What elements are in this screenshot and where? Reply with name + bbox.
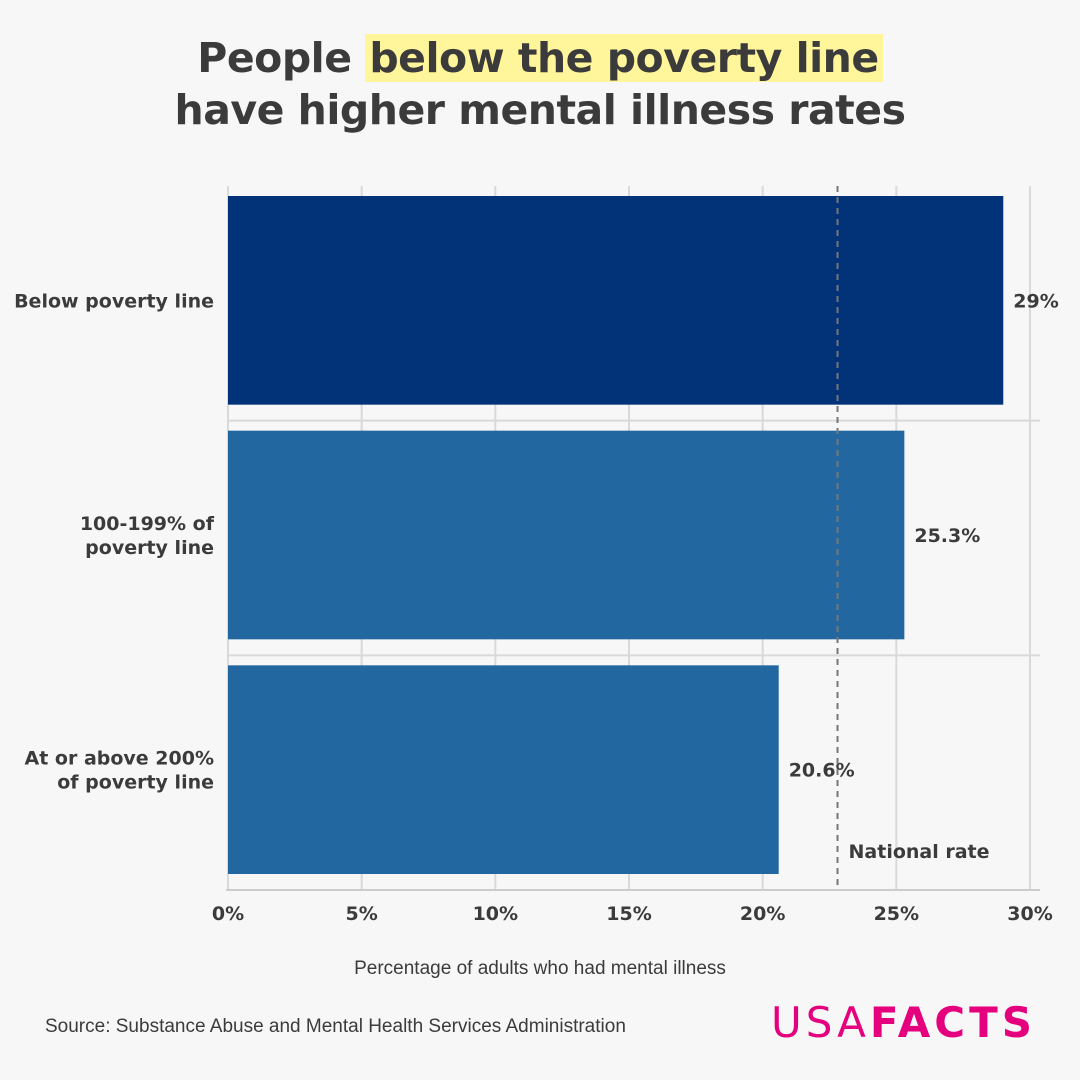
logo-usa: USA xyxy=(770,998,870,1047)
bar xyxy=(228,430,905,640)
bar xyxy=(228,665,779,874)
title-highlight: below the poverty line xyxy=(365,34,883,82)
bar-value-label: 29% xyxy=(1013,290,1058,312)
x-tick-label: 10% xyxy=(473,903,518,925)
x-tick-label: 20% xyxy=(740,903,785,925)
x-axis-title: Percentage of adults who had mental illn… xyxy=(354,958,726,979)
category-label: Below poverty line xyxy=(14,290,214,312)
title-prefix: People xyxy=(197,34,366,82)
category-label: of poverty line xyxy=(57,772,214,794)
title-line2: have higher mental illness rates xyxy=(174,86,907,134)
bar-value-label: 20.6% xyxy=(789,760,855,782)
x-tick-label: 15% xyxy=(606,903,651,925)
x-tick-label: 0% xyxy=(212,903,244,925)
chart-title: People below the poverty line have highe… xyxy=(0,32,1080,136)
logo-facts: FACTS xyxy=(869,998,1036,1047)
usafacts-logo: USAFACTS xyxy=(771,998,1036,1047)
x-tick-label: 30% xyxy=(1007,903,1052,925)
category-label: 100-199% of xyxy=(80,513,215,535)
category-label: At or above 200% xyxy=(25,748,215,770)
category-label: poverty line xyxy=(85,537,214,559)
x-tick-label: 25% xyxy=(874,903,919,925)
source-note: Source: Substance Abuse and Mental Healt… xyxy=(45,1016,626,1037)
national-rate-label: National rate xyxy=(849,841,990,863)
x-tick-label: 5% xyxy=(346,903,378,925)
bar-value-label: 25.3% xyxy=(914,525,980,547)
bar xyxy=(228,196,1004,405)
